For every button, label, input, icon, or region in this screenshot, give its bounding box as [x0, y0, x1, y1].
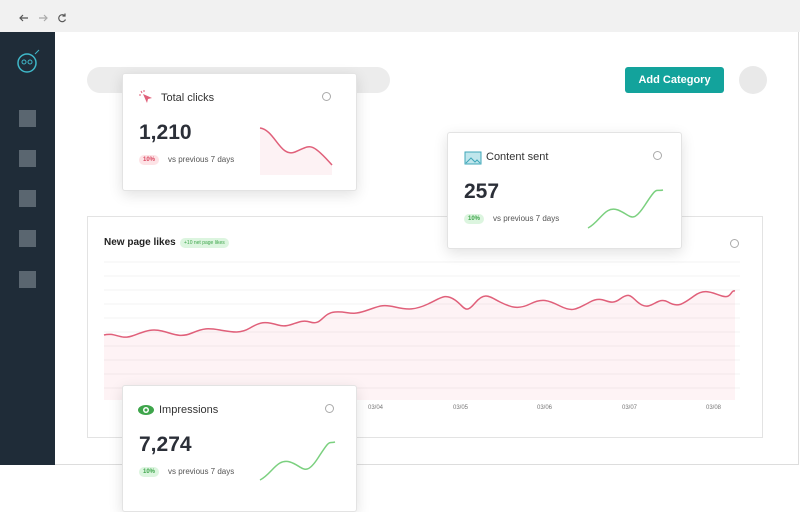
chart-title: New page likes [104, 237, 176, 248]
comparison: vs previous 7 days [168, 155, 235, 164]
x-label: 03/06 [537, 405, 553, 411]
card-title: Impressions [159, 404, 219, 416]
sidebar-icons [17, 49, 40, 288]
comparison: vs previous 7 days [493, 214, 560, 223]
cursor-icon [139, 90, 152, 103]
add-category-button[interactable]: Add Category [625, 67, 724, 93]
info-icon[interactable] [730, 239, 739, 248]
card-value: 7,274 [139, 433, 192, 456]
impressions-card: Impressions 7,274 10% vs previous 7 days [122, 385, 357, 512]
sidebar [0, 32, 55, 465]
info-icon[interactable] [322, 92, 331, 101]
avatar[interactable] [739, 66, 767, 94]
chart-panel [87, 216, 763, 438]
x-label: 03/07 [622, 405, 638, 411]
x-label: 03/08 [706, 405, 722, 411]
info-icon[interactable] [325, 404, 334, 413]
card-title: Content sent [486, 151, 549, 163]
image-icon [464, 151, 482, 165]
eye-icon [138, 405, 154, 415]
x-label: 03/04 [368, 405, 384, 411]
comparison: vs previous 7 days [168, 467, 235, 476]
card-value: 257 [464, 180, 500, 203]
clicks-card: Total clicks 1,210 10% vs previous 7 day… [122, 73, 357, 191]
chart-badge: +10 net page likes [180, 238, 229, 248]
likes-line [103, 127, 740, 400]
browser-bar [0, 0, 800, 32]
card-value: 1,210 [139, 121, 192, 144]
info-icon[interactable] [653, 151, 662, 160]
change-badge: 10% [139, 467, 160, 477]
content-card: Content sent 257 10% vs previous 7 days [447, 132, 682, 249]
nav-icons [19, 13, 67, 23]
change-badge: 10% [139, 155, 160, 165]
card-title: Total clicks [161, 92, 215, 104]
change-badge: 10% [464, 214, 485, 224]
x-label: 03/05 [453, 405, 469, 411]
